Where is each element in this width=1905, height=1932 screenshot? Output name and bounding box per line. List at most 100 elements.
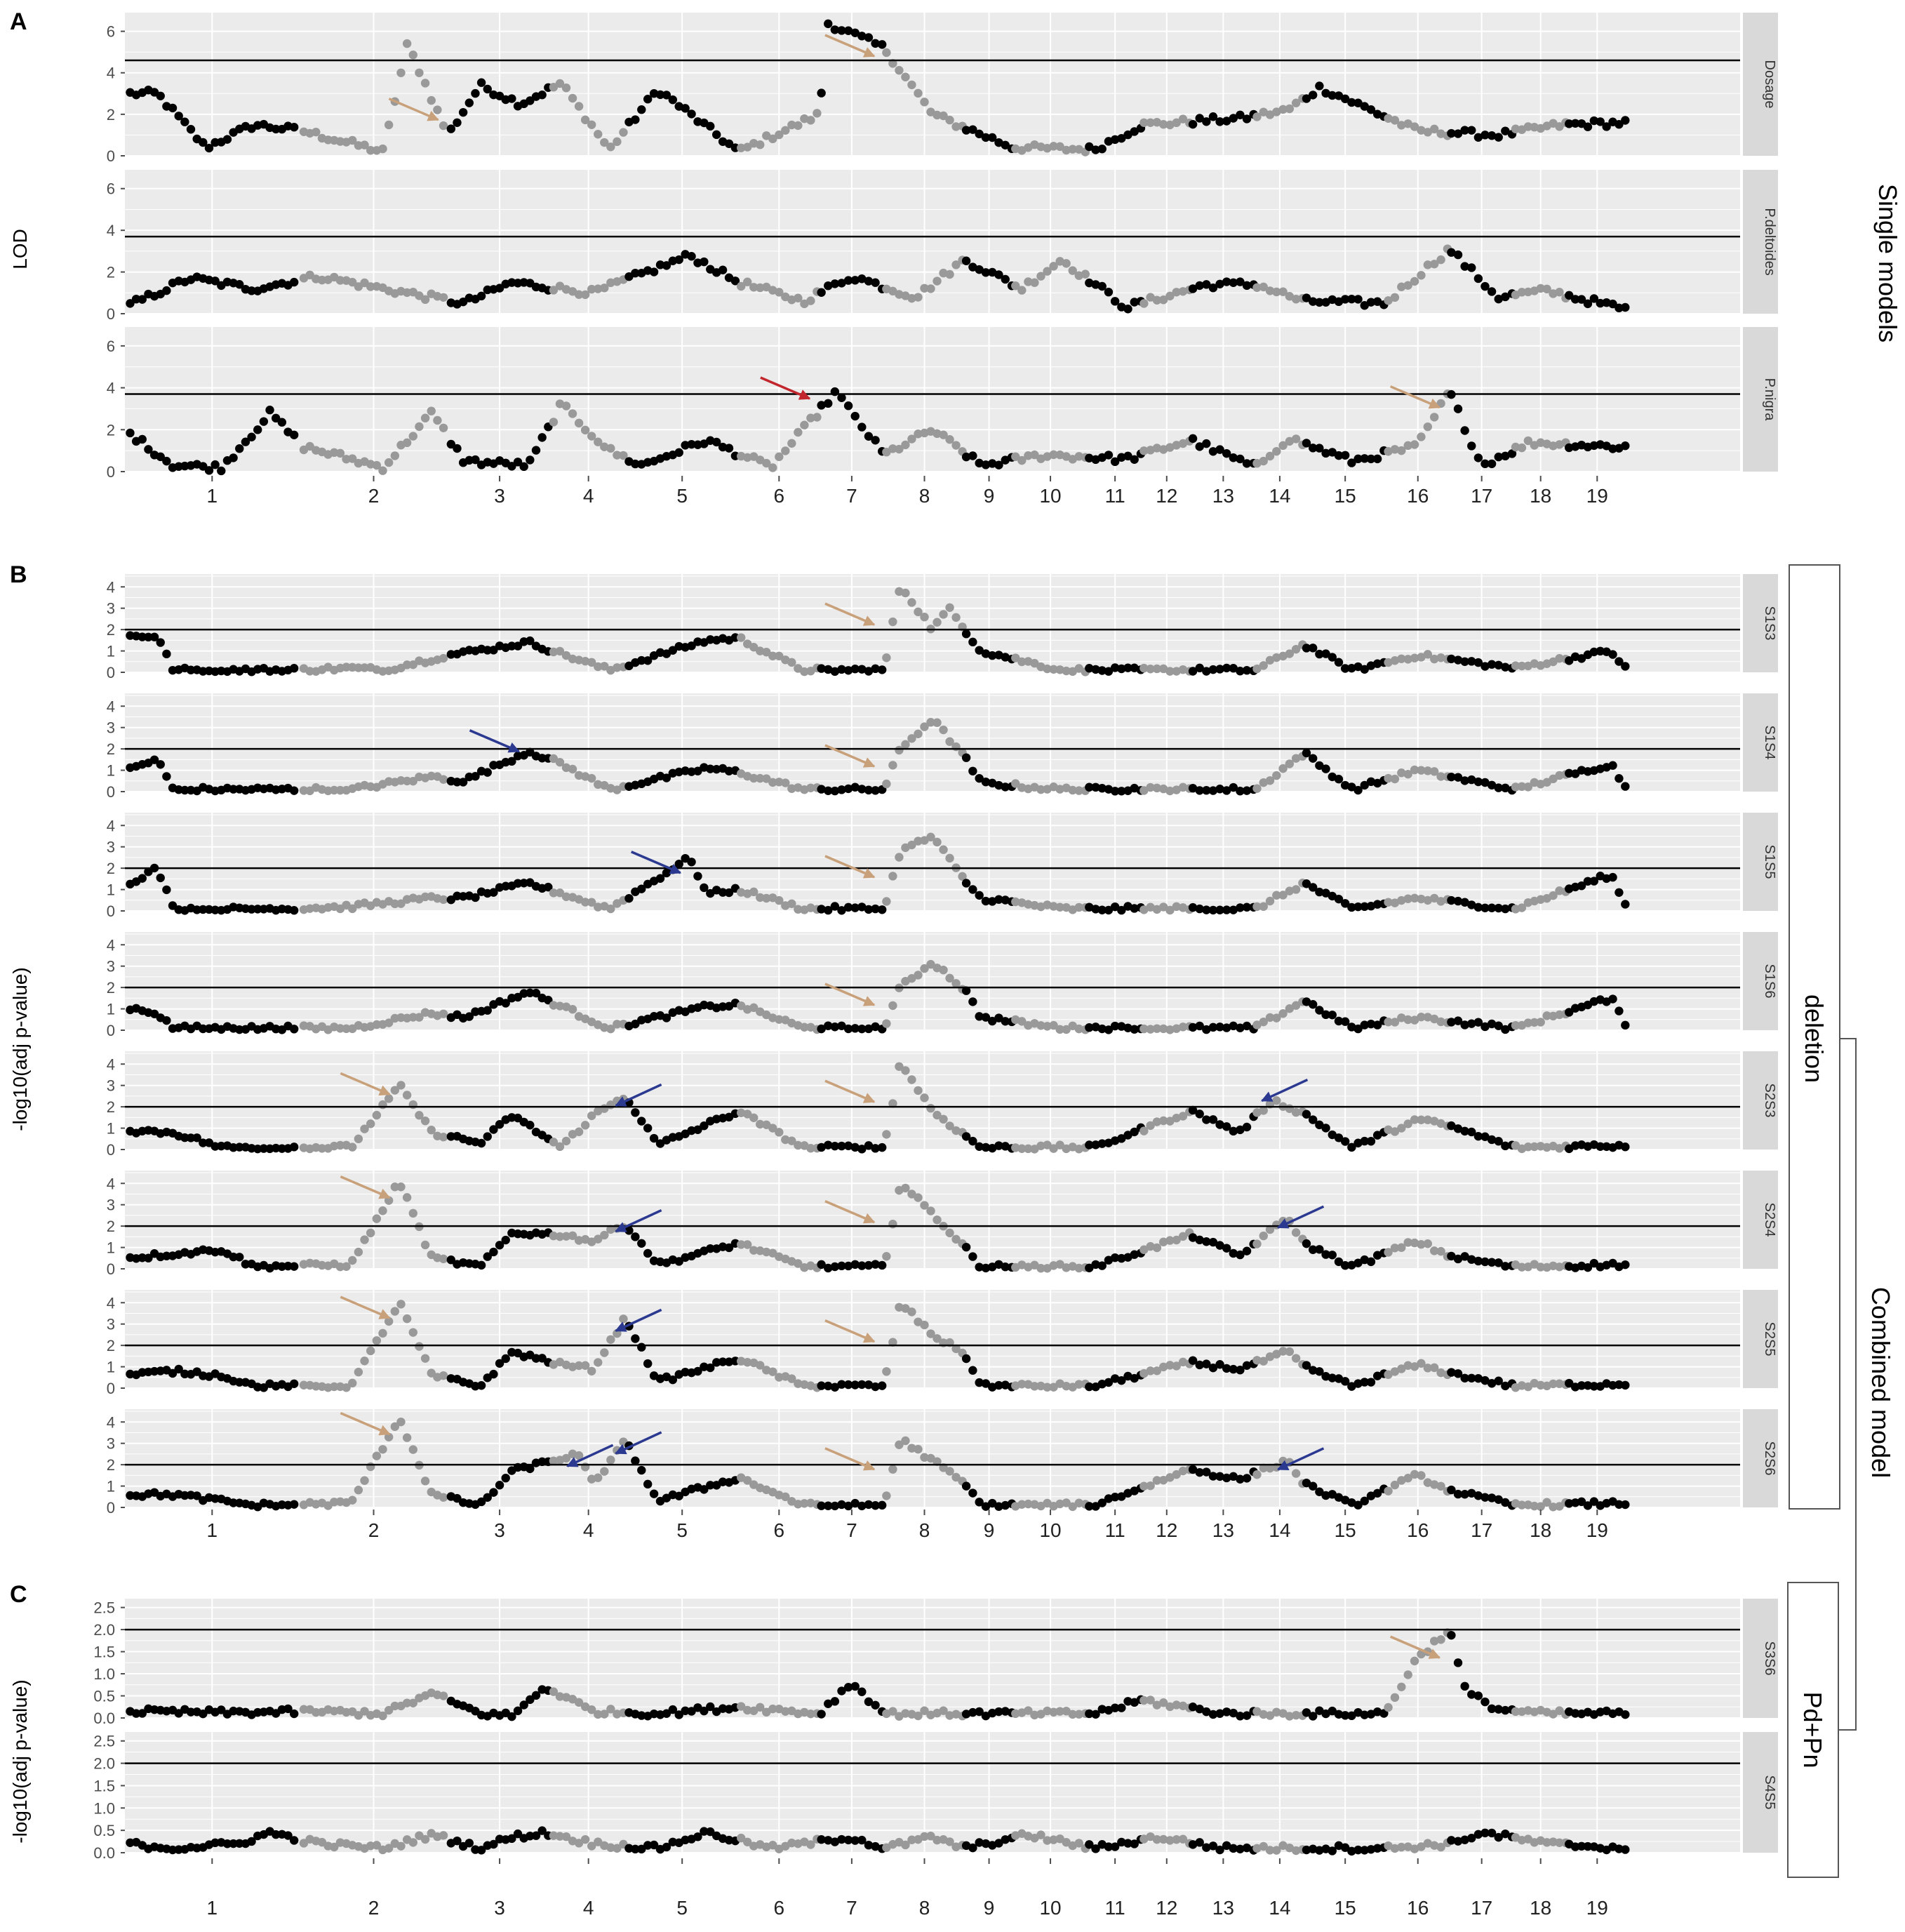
marker-point [1397, 1682, 1406, 1691]
marker-point [1085, 1840, 1094, 1849]
marker-point [1024, 277, 1033, 286]
x-tick-label: 16 [1407, 1519, 1429, 1541]
x-tick-label: 6 [774, 1897, 785, 1919]
marker-point [476, 1497, 486, 1507]
marker-point [994, 1141, 1003, 1150]
marker-point [787, 120, 796, 130]
marker-point [743, 277, 752, 286]
marker-point [1447, 772, 1456, 782]
marker-point [1621, 1260, 1630, 1270]
marker-point [1429, 893, 1439, 903]
marker-point [914, 607, 923, 617]
marker-point [914, 729, 923, 738]
marker-point [1410, 1238, 1419, 1248]
marker-point [1110, 902, 1120, 912]
marker-point [843, 1835, 853, 1845]
marker-point [843, 1683, 853, 1692]
marker-point [1139, 1126, 1149, 1135]
marker-point [531, 988, 541, 998]
marker-point [1252, 112, 1262, 121]
marker-point [1340, 295, 1350, 304]
marker-point [806, 296, 815, 305]
marker-point [1030, 658, 1039, 668]
marker-point [1074, 1380, 1083, 1389]
marker-point [994, 895, 1003, 904]
marker-point [700, 1485, 709, 1494]
marker-point [1494, 783, 1503, 792]
marker-point [1507, 449, 1517, 458]
marker-point [420, 1240, 430, 1250]
marker-point [1390, 774, 1400, 784]
marker-point [277, 418, 287, 427]
marker-point [1315, 1706, 1324, 1715]
marker-point [408, 432, 417, 441]
marker-point [824, 905, 833, 915]
marker-point [768, 134, 777, 144]
marker-point [1172, 1024, 1181, 1033]
marker-point [1360, 1378, 1369, 1387]
marker-point [1117, 1375, 1126, 1385]
y-tick-label: 0.0 [93, 1844, 115, 1862]
x-tick-label: 10 [1039, 1519, 1061, 1541]
marker-point [1024, 1499, 1033, 1509]
marker-point [1583, 299, 1593, 309]
marker-point [1494, 452, 1503, 462]
marker-point [1403, 119, 1412, 128]
marker-point [1608, 299, 1617, 309]
marker-point [968, 1843, 977, 1853]
annotation-arrow [1260, 1078, 1309, 1102]
marker-point [186, 1133, 196, 1142]
marker-point [1602, 122, 1611, 131]
marker-point [1542, 284, 1551, 294]
marker-point [1460, 1490, 1469, 1499]
marker-point [1202, 117, 1211, 126]
axis-title-a: LOD [9, 229, 31, 269]
marker-point [975, 1838, 984, 1847]
marker-point [1055, 1834, 1064, 1844]
y-tick-label: 6 [107, 338, 115, 355]
marker-point [1036, 785, 1045, 794]
marker-point [1208, 112, 1218, 121]
marker-point [1285, 104, 1295, 114]
marker-point [864, 1024, 874, 1034]
marker-point [1215, 1472, 1224, 1481]
marker-point [1208, 1472, 1218, 1481]
marker-point [824, 786, 833, 795]
marker-point [981, 1263, 991, 1273]
marker-point [724, 1243, 734, 1253]
marker-point [526, 455, 535, 465]
marker-point [850, 1836, 860, 1845]
marker-point [1236, 1712, 1245, 1721]
marker-point [968, 1136, 977, 1146]
marker-point [1165, 1473, 1175, 1482]
marker-point [843, 26, 853, 35]
marker-point [981, 133, 991, 142]
marker-point [420, 79, 430, 88]
y-tick-label: 1.5 [93, 1777, 115, 1794]
marker-point [901, 740, 910, 750]
y-tick-label: 2 [107, 1456, 115, 1474]
marker-point [1555, 1706, 1564, 1715]
marker-point [1589, 1497, 1599, 1506]
marker-point [843, 401, 853, 411]
marker-point [1523, 1018, 1533, 1027]
marker-point [1410, 1844, 1419, 1853]
marker-point [877, 905, 887, 914]
marker-point [476, 1260, 486, 1270]
marker-point [1511, 1020, 1520, 1030]
marker-point [555, 1692, 565, 1701]
marker-point [1517, 661, 1527, 671]
marker-point [372, 1336, 382, 1345]
marker-point [600, 1467, 609, 1476]
marker-point [1621, 662, 1630, 671]
marker-point [1473, 1018, 1483, 1027]
marker-point [837, 393, 846, 402]
marker-point [138, 874, 147, 883]
marker-point [415, 68, 424, 77]
marker-point [1453, 1124, 1463, 1133]
marker-point [1423, 1013, 1433, 1022]
marker-point [253, 425, 262, 434]
marker-point [1030, 278, 1039, 287]
marker-point [975, 458, 984, 468]
marker-point [1460, 126, 1469, 135]
